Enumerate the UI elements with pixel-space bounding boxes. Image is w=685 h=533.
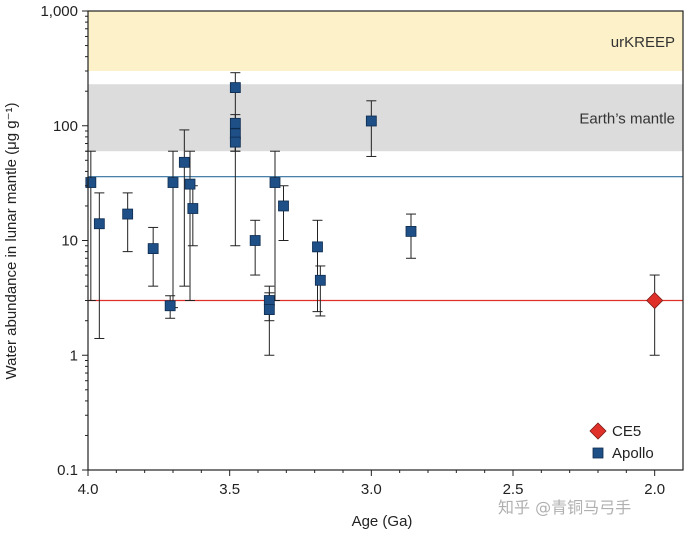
x-tick-label: 3.0 (361, 481, 382, 498)
data-point-apollo (147, 243, 159, 254)
band-1 (88, 84, 683, 152)
x-tick-label: 4.0 (78, 481, 99, 498)
data-points (85, 82, 664, 315)
error-bar (270, 150, 280, 302)
plot-frame (87, 10, 684, 471)
error-bar (278, 185, 289, 241)
x-axis-ticks: 4.0 3.5 3.0 2.5 2.0 (78, 470, 665, 498)
data-point-apollo (122, 208, 134, 220)
data-point-apollo (312, 241, 323, 253)
data-point-apollo (164, 300, 176, 312)
error-bar (148, 226, 159, 287)
error-bar (168, 150, 178, 309)
background-bands: urKREEP Earth’s mantle (88, 11, 683, 152)
error-bar (649, 274, 660, 356)
y-axis-label: Water abundance in lunar mantle (μg g⁻¹) (3, 103, 20, 380)
error-bars (85, 72, 660, 356)
x-tick-label: 2.5 (503, 481, 524, 498)
band-label: Earth’s mantle (579, 111, 675, 128)
data-point-apollo (314, 274, 326, 286)
error-bar (250, 219, 261, 276)
data-point-apollo (229, 82, 241, 94)
legend-marker-ce5 (589, 422, 607, 440)
error-bar (179, 129, 190, 287)
data-point-apollo (249, 235, 261, 246)
y-tick-label: 10 (61, 233, 78, 250)
legend-label: CE5 (612, 423, 641, 440)
y-axis-ticks: 0.1 1 10 100 1,000 (40, 3, 88, 479)
data-point-apollo (167, 177, 179, 188)
data-point-apollo (85, 177, 97, 188)
y-tick-label: 1,000 (40, 3, 78, 20)
x-tick-label: 2.0 (644, 481, 665, 498)
data-point-apollo (269, 177, 281, 188)
data-point-ce5 (646, 291, 664, 310)
data-point-apollo (229, 117, 241, 129)
data-point-apollo (178, 156, 190, 168)
y-tick-label: 0.1 (57, 462, 78, 479)
band-label: urKREEP (611, 34, 675, 51)
x-axis-label: Age (Ga) (352, 513, 413, 530)
legend-label: Apollo (612, 445, 654, 462)
band-0 (88, 11, 683, 72)
data-point-apollo (263, 295, 275, 306)
error-bar (122, 192, 133, 253)
data-point-apollo (365, 115, 377, 127)
data-point-apollo (405, 226, 417, 237)
error-bar (366, 100, 377, 157)
data-point-apollo (184, 178, 196, 190)
error-bar (94, 192, 105, 339)
error-bar (185, 150, 195, 302)
error-bar (315, 265, 326, 317)
data-point-apollo (93, 218, 105, 230)
error-bar (187, 185, 198, 247)
data-point-apollo (187, 203, 199, 214)
y-tick-label: 100 (53, 118, 78, 135)
data-point-apollo (263, 304, 275, 315)
data-point-apollo (229, 136, 241, 148)
reference-lines (88, 176, 683, 302)
legend-marker-apollo (592, 447, 604, 459)
data-point-apollo (278, 200, 289, 212)
y-tick-label: 1 (70, 347, 78, 364)
legend: CE5 Apollo (589, 422, 654, 462)
x-tick-label: 3.5 (219, 481, 240, 498)
watermark: 知乎 @青铜马弓手 (498, 498, 632, 517)
